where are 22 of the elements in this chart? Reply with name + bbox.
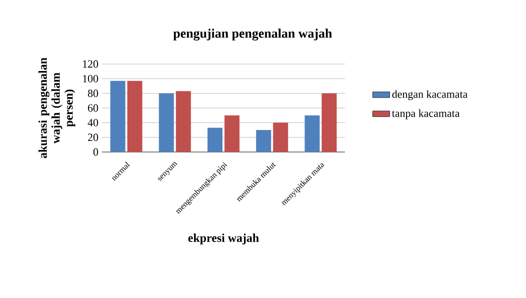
bar bbox=[224, 115, 240, 152]
bar bbox=[208, 128, 222, 152]
y-tick-label: 0 bbox=[93, 148, 98, 156]
bar bbox=[322, 93, 337, 152]
y-tick-label: 60 bbox=[88, 104, 98, 112]
y-tick-label: 40 bbox=[88, 118, 98, 126]
y-tick-label: 20 bbox=[88, 134, 98, 142]
bar bbox=[273, 122, 288, 152]
y-axis-title: akurasi pengenalan wajah (dalam persen) bbox=[38, 58, 76, 158]
bar bbox=[127, 80, 142, 152]
bar bbox=[158, 93, 174, 152]
bar bbox=[110, 80, 126, 152]
y-tick-label: 80 bbox=[88, 90, 98, 98]
x-axis-title: ekpresi wajah bbox=[188, 234, 259, 244]
y-tick-label: 100 bbox=[83, 74, 98, 82]
chart-title: pengujian pengenalan wajah bbox=[173, 28, 332, 40]
y-tick-label: 120 bbox=[83, 60, 98, 68]
bar bbox=[256, 130, 272, 152]
legend-label: tanpa kacamata bbox=[392, 109, 460, 120]
legend-label: dengan kacamata bbox=[392, 90, 468, 100]
bar bbox=[176, 91, 191, 152]
bar bbox=[304, 115, 320, 152]
